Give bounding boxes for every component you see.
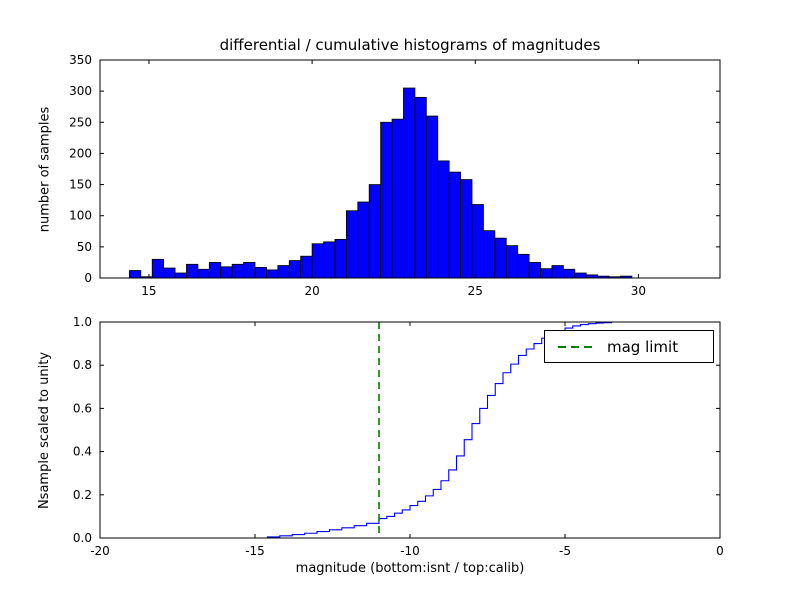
svg-text:0.2: 0.2 bbox=[73, 488, 92, 502]
bottom-xlabel: magnitude (bottom:isnt / top:calib) bbox=[295, 561, 525, 576]
svg-text:-15: -15 bbox=[245, 544, 265, 558]
legend: mag limit bbox=[544, 330, 714, 363]
svg-text:1.0: 1.0 bbox=[73, 315, 92, 329]
legend-label: mag limit bbox=[607, 337, 679, 356]
top-ylabel-container: number of samples bbox=[32, 60, 58, 278]
bottom-ylabel-container: Nsample scaled to unity bbox=[32, 322, 58, 538]
svg-text:0: 0 bbox=[84, 271, 92, 285]
svg-text:25: 25 bbox=[468, 284, 483, 298]
svg-text:300: 300 bbox=[69, 84, 92, 98]
svg-text:0.8: 0.8 bbox=[73, 358, 92, 372]
svg-text:200: 200 bbox=[69, 146, 92, 160]
svg-text:0: 0 bbox=[716, 544, 724, 558]
svg-text:150: 150 bbox=[69, 178, 92, 192]
svg-text:15: 15 bbox=[141, 284, 156, 298]
svg-text:-5: -5 bbox=[559, 544, 571, 558]
bottom-ylabel: Nsample scaled to unity bbox=[37, 351, 53, 509]
svg-text:100: 100 bbox=[69, 209, 92, 223]
dashed-line-sample bbox=[558, 345, 596, 348]
svg-text:0.4: 0.4 bbox=[73, 445, 92, 459]
svg-text:50: 50 bbox=[77, 240, 92, 254]
svg-text:-10: -10 bbox=[400, 544, 420, 558]
svg-text:250: 250 bbox=[69, 115, 92, 129]
svg-text:-20: -20 bbox=[90, 544, 110, 558]
svg-text:30: 30 bbox=[631, 284, 646, 298]
chart-title: differential / cumulative histograms of … bbox=[219, 36, 601, 54]
svg-text:0.0: 0.0 bbox=[73, 531, 92, 545]
svg-text:350: 350 bbox=[69, 53, 92, 67]
top-ylabel: number of samples bbox=[37, 106, 53, 232]
svg-text:20: 20 bbox=[304, 284, 319, 298]
svg-text:0.6: 0.6 bbox=[73, 401, 92, 415]
